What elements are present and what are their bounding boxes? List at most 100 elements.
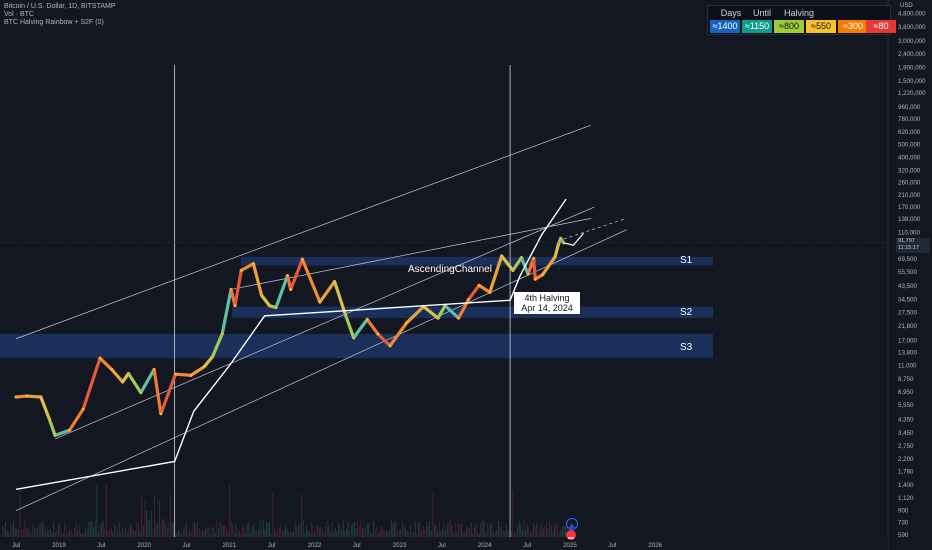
volume-bar bbox=[510, 531, 512, 537]
volume-bar bbox=[269, 523, 271, 537]
volume-bar bbox=[437, 531, 439, 537]
currency-label[interactable]: USD bbox=[900, 3, 913, 9]
volume-bar bbox=[253, 523, 255, 537]
volume-bar bbox=[554, 525, 555, 537]
volume-bar bbox=[18, 530, 19, 537]
ascending-channel-label: AscendingChannel bbox=[408, 264, 492, 275]
volume-bar bbox=[507, 530, 509, 537]
volume-bar bbox=[422, 525, 424, 537]
volume-bar bbox=[392, 524, 394, 537]
volume-bar bbox=[5, 521, 7, 537]
volume-bar bbox=[94, 521, 96, 537]
volume-bar bbox=[238, 529, 240, 537]
volume-bar bbox=[6, 530, 8, 537]
price-point bbox=[467, 298, 470, 301]
volume-bar bbox=[498, 520, 499, 537]
volume-bar bbox=[520, 524, 522, 537]
volume-bar bbox=[251, 526, 253, 537]
volume-bar bbox=[379, 530, 381, 537]
volume-bar bbox=[107, 531, 109, 537]
volume-bar bbox=[206, 528, 208, 537]
volume-bar bbox=[349, 531, 351, 537]
volume-bar bbox=[350, 525, 352, 537]
volume-bar bbox=[187, 532, 189, 537]
y-tick-label: 2,400,000 bbox=[898, 51, 926, 58]
volume-bar bbox=[69, 529, 71, 537]
volume-bar bbox=[286, 528, 288, 537]
volume-bar bbox=[141, 496, 143, 537]
price-point bbox=[229, 288, 233, 291]
x-tick-label: Jul bbox=[183, 542, 191, 549]
x-tick-label: Jul bbox=[268, 542, 276, 549]
volume-bar bbox=[288, 531, 290, 537]
price-segment bbox=[53, 428, 72, 437]
volume-bar bbox=[32, 524, 34, 537]
price-segment bbox=[152, 367, 163, 416]
price-point bbox=[25, 394, 28, 398]
price-segment bbox=[376, 332, 392, 348]
volume-bar bbox=[539, 525, 541, 537]
volume-label: Vol · BTC bbox=[4, 11, 34, 18]
volume-bar bbox=[398, 530, 400, 537]
price-segment bbox=[173, 372, 193, 377]
volume-bar bbox=[221, 522, 223, 537]
price-segment bbox=[210, 332, 224, 359]
price-segment bbox=[332, 279, 347, 316]
volume-bar bbox=[243, 527, 245, 537]
y-tick-label: 590 bbox=[898, 532, 909, 539]
price-point bbox=[376, 332, 380, 336]
add-icon[interactable] bbox=[566, 518, 578, 530]
x-tick-label: Jul bbox=[608, 542, 616, 549]
volume-bar bbox=[219, 521, 221, 537]
volume-bar bbox=[101, 523, 103, 537]
volume-bar bbox=[230, 520, 232, 537]
symbol-title[interactable]: Bitcoin / U.S. Dollar, 1D, BITSTAMP bbox=[4, 3, 116, 10]
volume-bar bbox=[245, 533, 247, 537]
price-point bbox=[210, 355, 214, 359]
volume-bar bbox=[150, 510, 152, 537]
volume-bar bbox=[53, 521, 55, 537]
volume-bar bbox=[109, 529, 111, 537]
volume-bar bbox=[154, 495, 155, 537]
price-point bbox=[39, 395, 43, 399]
price-point bbox=[202, 365, 206, 369]
price-segment bbox=[500, 254, 515, 272]
indicator-label[interactable]: BTC Halving Rainbow + S2F (0) bbox=[4, 19, 104, 26]
volume-bar bbox=[58, 524, 59, 537]
price-point bbox=[300, 257, 304, 261]
volume-bar bbox=[354, 522, 355, 537]
volume-bar bbox=[488, 526, 490, 537]
volume-bar bbox=[547, 528, 549, 537]
price-point bbox=[533, 277, 537, 281]
volume-bar bbox=[176, 533, 178, 537]
volume-bar bbox=[131, 526, 133, 537]
volume-bar bbox=[384, 532, 386, 537]
volume-bar bbox=[530, 531, 531, 537]
volume-bar bbox=[179, 531, 181, 537]
volume-bar bbox=[418, 521, 419, 537]
volume-bar bbox=[274, 528, 275, 537]
volume-bar bbox=[102, 521, 104, 537]
remove-icon[interactable] bbox=[566, 530, 576, 540]
price-point bbox=[268, 304, 271, 308]
volume-bar bbox=[96, 485, 98, 537]
volume-bar bbox=[406, 531, 408, 537]
volume-bar bbox=[190, 532, 192, 537]
volume-bar bbox=[413, 532, 415, 537]
volume-bar bbox=[304, 533, 306, 537]
halving-callout: 4th Halving Apr 14, 2024 bbox=[514, 292, 580, 314]
last-price-badge: 91,797 11:15:17 bbox=[896, 238, 930, 253]
price-point bbox=[405, 321, 408, 325]
volume-bar bbox=[10, 524, 11, 537]
volume-bar bbox=[182, 529, 184, 537]
volume-bar bbox=[224, 525, 226, 537]
volume-bar bbox=[67, 533, 69, 537]
price-segment bbox=[300, 257, 322, 304]
volume-bar bbox=[453, 533, 455, 537]
volume-bar bbox=[555, 523, 557, 537]
y-tick-label: 5,550 bbox=[898, 402, 914, 409]
price-segment bbox=[477, 283, 492, 294]
projection-path bbox=[563, 232, 584, 246]
volume-bar bbox=[357, 522, 359, 537]
